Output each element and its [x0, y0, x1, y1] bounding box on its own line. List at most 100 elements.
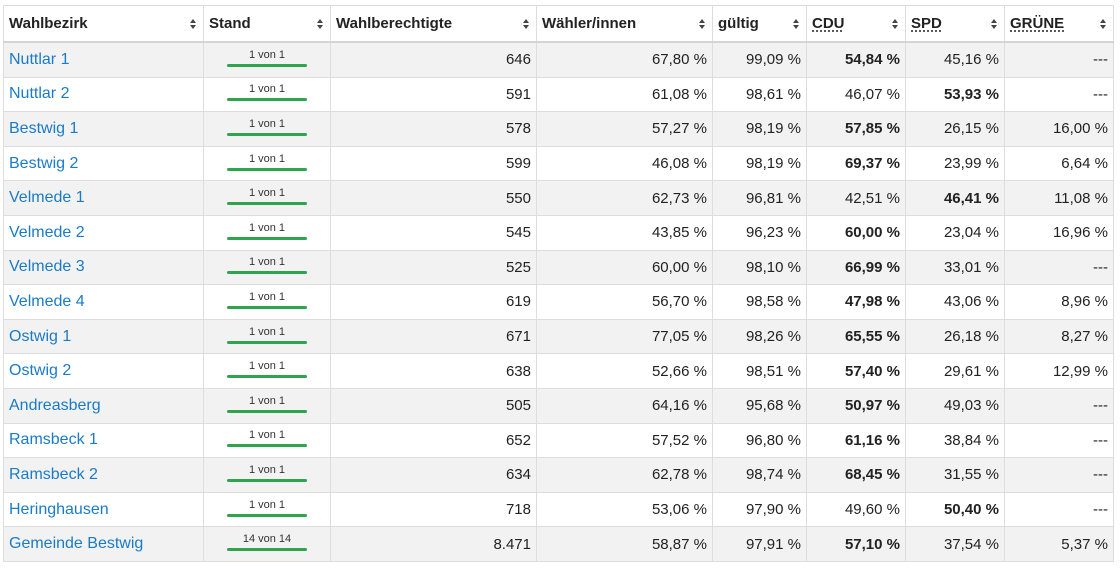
district-link[interactable]: Ramsbeck 2 [9, 465, 98, 483]
valid-votes-cell: 98,19 % [712, 111, 807, 147]
district-link[interactable]: Velmede 2 [9, 223, 85, 241]
table-row: Bestwig 1 1 von 1 578 57,27 % 98,19 % 57,85 %… [3, 111, 1114, 147]
sort-icon[interactable] [991, 18, 997, 29]
status-cell: 1 von 1 [203, 422, 331, 459]
table-row: Velmede 3 1 von 1 525 60,00 % 98,10 % 66,99 %… [3, 249, 1114, 286]
status-cell: 1 von 1 [203, 76, 331, 113]
eligible-voters-cell: 591 [330, 76, 537, 113]
sort-icon[interactable] [523, 18, 529, 29]
district-cell: Bestwig 1 [3, 111, 204, 147]
valid-votes-cell: 96,81 % [712, 180, 807, 216]
spd-cell: 43,06 % [905, 284, 1005, 320]
eligible-voters-cell: 638 [330, 353, 537, 389]
spd-cell: 26,18 % [905, 318, 1005, 355]
gruene-cell: 11,08 % [1004, 180, 1114, 216]
spd-cell: 26,15 % [905, 111, 1005, 147]
gruene-cell: --- [1004, 422, 1114, 459]
turnout-cell: 58,87 % [536, 526, 713, 562]
district-link[interactable]: Nuttlar 2 [9, 85, 70, 103]
turnout-cell: 43,85 % [536, 214, 713, 251]
eligible-voters-cell: 578 [330, 111, 537, 147]
valid-votes-cell: 97,90 % [712, 491, 807, 528]
spd-cell: 38,84 % [905, 422, 1005, 459]
valid-votes-cell: 98,51 % [712, 353, 807, 389]
column-header-gueltig[interactable]: gültig [712, 5, 807, 43]
cdu-cell: 50,97 % [806, 387, 906, 424]
results-table: Wahlbezirk Stand Wahlberechtigte Wähler/inn… [3, 5, 1114, 562]
district-cell: Heringhausen [3, 491, 204, 528]
district-cell: Gemeinde Bestwig [3, 526, 204, 562]
district-link[interactable]: Heringhausen [9, 500, 109, 518]
sort-icon[interactable] [1100, 18, 1106, 29]
valid-votes-cell: 99,09 % [712, 41, 807, 78]
district-link[interactable]: Gemeinde Bestwig [9, 535, 144, 553]
status-cell: 1 von 1 [203, 249, 331, 286]
turnout-cell: 62,73 % [536, 180, 713, 216]
spd-cell: 23,04 % [905, 214, 1005, 251]
column-header-waehler[interactable]: Wähler/innen [536, 5, 713, 43]
progress-bar [227, 375, 307, 379]
progress-bar [227, 305, 307, 309]
table-row: Ramsbeck 1 1 von 1 652 57,52 % 96,80 % 61,16 … [3, 422, 1114, 459]
gruene-cell: 8,27 % [1004, 318, 1114, 355]
progress-bar [227, 132, 307, 136]
status-text: 1 von 1 [248, 325, 286, 338]
eligible-voters-cell: 652 [330, 422, 537, 459]
gruene-cell: --- [1004, 249, 1114, 286]
column-header-label: Wähler/innen [542, 15, 637, 32]
progress-bar [227, 202, 307, 206]
valid-votes-cell: 98,26 % [712, 318, 807, 355]
sort-icon[interactable] [892, 18, 898, 29]
status-text: 1 von 1 [248, 394, 286, 407]
district-cell: Bestwig 2 [3, 145, 204, 182]
valid-votes-cell: 97,91 % [712, 526, 807, 562]
sort-icon[interactable] [317, 18, 323, 29]
cdu-cell: 61,16 % [806, 422, 906, 459]
table-row: Andreasberg 1 von 1 505 64,16 % 95,68 % 50,97… [3, 387, 1114, 424]
sort-icon[interactable] [793, 18, 799, 29]
header-row: Wahlbezirk Stand Wahlberechtigte Wähler/inn… [3, 5, 1114, 43]
table-row: Velmede 1 1 von 1 550 62,73 % 96,81 % 42,51 %… [3, 180, 1114, 216]
district-link[interactable]: Andreasberg [9, 396, 101, 414]
district-cell: Ramsbeck 2 [3, 457, 204, 493]
valid-votes-cell: 98,74 % [712, 457, 807, 493]
column-header-wahlbezirk[interactable]: Wahlbezirk [3, 5, 204, 43]
status-cell: 1 von 1 [203, 353, 331, 389]
district-link[interactable]: Velmede 3 [9, 258, 85, 276]
district-link[interactable]: Velmede 1 [9, 189, 85, 207]
eligible-voters-cell: 505 [330, 387, 537, 424]
cdu-cell: 66,99 % [806, 249, 906, 286]
spd-cell: 50,40 % [905, 491, 1005, 528]
eligible-voters-cell: 8.471 [330, 526, 537, 562]
valid-votes-cell: 98,58 % [712, 284, 807, 320]
valid-votes-cell: 95,68 % [712, 387, 807, 424]
district-link[interactable]: Ramsbeck 1 [9, 431, 98, 449]
turnout-cell: 52,66 % [536, 353, 713, 389]
gruene-cell: 5,37 % [1004, 526, 1114, 562]
valid-votes-cell: 98,19 % [712, 145, 807, 182]
cdu-cell: 46,07 % [806, 76, 906, 113]
column-header-label: SPD [911, 15, 942, 32]
district-link[interactable]: Ostwig 1 [9, 327, 72, 345]
eligible-voters-cell: 646 [330, 41, 537, 78]
spd-cell: 33,01 % [905, 249, 1005, 286]
sort-icon[interactable] [190, 18, 196, 29]
district-link[interactable]: Bestwig 1 [9, 119, 79, 137]
status-text: 1 von 1 [248, 290, 286, 303]
table-row: Ramsbeck 2 1 von 1 634 62,78 % 98,74 % 68,45 … [3, 457, 1114, 493]
table-row: Nuttlar 1 1 von 1 646 67,80 % 99,09 % 54,84 %… [3, 41, 1114, 78]
district-link[interactable]: Ostwig 2 [9, 362, 72, 380]
table-row: Velmede 2 1 von 1 545 43,85 % 96,23 % 60,00 %… [3, 214, 1114, 251]
district-link[interactable]: Bestwig 2 [9, 154, 79, 172]
status-cell: 1 von 1 [203, 457, 331, 493]
column-header-spd[interactable]: SPD [905, 5, 1005, 43]
status-cell: 1 von 1 [203, 145, 331, 182]
district-link[interactable]: Nuttlar 1 [9, 50, 70, 68]
column-header-gruene[interactable]: GRÜNE [1004, 5, 1114, 43]
district-link[interactable]: Velmede 4 [9, 292, 85, 310]
column-header-cdu[interactable]: CDU [806, 5, 906, 43]
column-header-wahlberechtigte[interactable]: Wahlberechtigte [330, 5, 537, 43]
column-header-stand[interactable]: Stand [203, 5, 331, 43]
sort-icon[interactable] [699, 18, 705, 29]
status-text: 1 von 1 [248, 429, 286, 442]
